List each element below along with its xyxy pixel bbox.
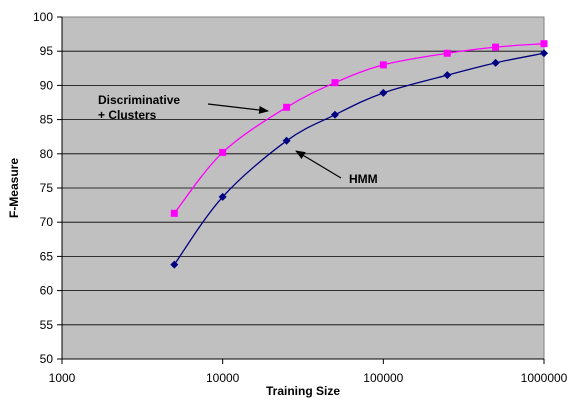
annotation-arrow (207, 103, 269, 114)
y-tick-label: 85 (40, 113, 54, 127)
series-label-discriminative: Discriminative (98, 93, 180, 107)
y-tick-label: 70 (40, 215, 54, 229)
y-tick-label: 95 (40, 44, 54, 58)
x-tick-label: 1000000 (521, 371, 568, 385)
data-point (492, 43, 500, 51)
y-tick-label: 65 (40, 249, 54, 263)
y-tick-label: 50 (40, 352, 54, 366)
data-point (219, 148, 227, 156)
data-point (170, 260, 179, 269)
annotations: Discriminative+ Clusters HMM (98, 93, 378, 186)
data-point (282, 136, 291, 145)
y-tick-label: 90 (40, 78, 54, 92)
data-point (379, 88, 388, 97)
data-point (331, 79, 339, 87)
y-tick-label: 75 (40, 181, 54, 195)
data-point (379, 61, 387, 69)
axes: 50 55 60 65 70 75 80 85 90 95 100 1000 10000 100000 10… (33, 10, 568, 385)
data-point (218, 192, 227, 201)
annotation-arrow (295, 150, 342, 179)
series-label-discriminative: + Clusters (98, 108, 157, 122)
data-point (491, 58, 500, 67)
data-point (283, 103, 291, 111)
x-axis-title: Training Size (266, 384, 340, 398)
y-axis-title: F-Measure (7, 158, 21, 218)
series-2 (170, 49, 548, 269)
y-tick-label: 100 (33, 10, 53, 24)
data-point (443, 71, 452, 80)
x-tick-label: 10000 (206, 371, 240, 385)
data-point (443, 49, 451, 57)
y-tick-label: 60 (40, 284, 54, 298)
series-1 (170, 40, 548, 217)
data-point (540, 40, 548, 48)
data-point (170, 209, 178, 217)
x-tick-label: 100000 (363, 371, 403, 385)
x-tick-label: 1000 (49, 371, 76, 385)
y-tick-label: 80 (40, 147, 54, 161)
series-label-hmm: HMM (349, 172, 378, 186)
data-point (540, 49, 548, 58)
series (170, 40, 548, 269)
data-point (330, 110, 339, 119)
y-tick-label: 55 (40, 318, 54, 332)
